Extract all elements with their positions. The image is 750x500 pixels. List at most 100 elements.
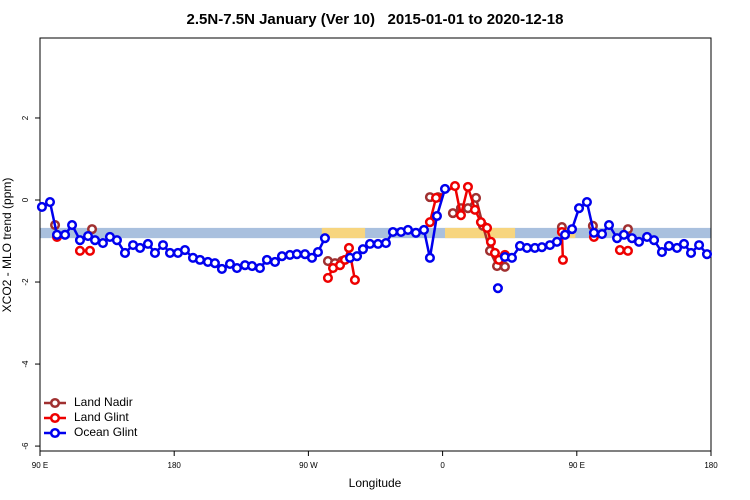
data-point xyxy=(603,219,615,231)
data-point xyxy=(481,222,493,233)
data-point xyxy=(357,244,369,255)
data-point xyxy=(521,242,533,254)
data-point xyxy=(581,197,592,208)
data-point xyxy=(276,251,288,262)
data-point xyxy=(469,204,481,215)
data-point xyxy=(559,229,571,240)
data-point xyxy=(685,247,697,258)
chart-title: 2.5N-7.5N January (Ver 10) 2015-01-01 to… xyxy=(187,11,564,28)
data-point xyxy=(656,247,667,258)
x-axis-label: Longitude xyxy=(349,476,402,490)
y-tick-label: -2 xyxy=(21,278,30,286)
x-tick-label: 90 E xyxy=(569,461,585,470)
data-point xyxy=(306,252,318,263)
data-point xyxy=(343,242,355,254)
data-point xyxy=(455,210,466,221)
data-point xyxy=(622,245,633,256)
data-point xyxy=(135,242,146,254)
data-point xyxy=(447,208,458,219)
data-point xyxy=(618,229,629,240)
data-point xyxy=(164,247,176,258)
legend-label: Land Nadir xyxy=(74,395,133,409)
y-tick-label: 0 xyxy=(21,197,30,202)
data-point xyxy=(372,238,384,249)
y-tick-label: -4 xyxy=(21,360,30,368)
data-point xyxy=(431,210,442,222)
data-point xyxy=(224,258,236,270)
data-point xyxy=(84,245,96,256)
data-point xyxy=(74,245,86,256)
data-point xyxy=(67,219,78,231)
data-point xyxy=(671,242,683,254)
data-point xyxy=(424,217,435,228)
data-point xyxy=(261,254,272,265)
data-point xyxy=(82,231,94,242)
data-point xyxy=(402,224,414,235)
data-point xyxy=(499,261,510,272)
data-point xyxy=(694,240,705,251)
data-point xyxy=(51,229,63,240)
data-point xyxy=(254,263,265,274)
data-point xyxy=(60,229,71,240)
x-tick-label: 90 W xyxy=(299,461,318,470)
data-point xyxy=(246,260,258,272)
data-point xyxy=(364,238,376,249)
data-point xyxy=(475,217,486,228)
data-point xyxy=(74,235,86,246)
data-point xyxy=(485,236,496,247)
data-point xyxy=(149,247,161,258)
data-point xyxy=(231,263,243,274)
data-point xyxy=(701,249,713,260)
data-point xyxy=(648,235,660,246)
data-point xyxy=(322,272,333,283)
x-tick-label: 0 xyxy=(440,461,445,470)
data-point xyxy=(142,238,154,249)
data-point xyxy=(291,249,302,260)
data-point xyxy=(596,228,608,240)
data-point xyxy=(312,247,323,258)
data-point xyxy=(663,240,675,251)
x-tick-label: 180 xyxy=(168,461,182,470)
data-point xyxy=(536,242,547,253)
data-point xyxy=(506,252,517,263)
data-point xyxy=(410,227,421,238)
legend-label: Land Glint xyxy=(74,410,129,424)
data-point xyxy=(492,283,503,294)
data-point xyxy=(119,247,131,258)
data-point xyxy=(588,227,599,238)
data-point xyxy=(462,181,473,192)
data-point xyxy=(44,197,56,208)
legend-marker xyxy=(49,397,61,409)
data-point xyxy=(449,181,461,192)
data-point xyxy=(566,224,578,235)
data-point xyxy=(424,252,435,263)
data-point xyxy=(216,263,227,274)
data-point xyxy=(209,258,220,269)
data-point xyxy=(36,201,47,213)
data-point xyxy=(349,274,360,286)
data-point xyxy=(89,235,101,246)
data-point xyxy=(551,236,563,247)
data-point xyxy=(351,251,363,262)
data-point xyxy=(633,236,645,247)
x-tick-label: 90 E xyxy=(32,461,48,470)
y-axis-label: XCO2 - MLO trend (ppm) xyxy=(0,178,14,313)
legend-label: Ocean Glint xyxy=(74,425,138,439)
data-point xyxy=(489,247,500,258)
legend-marker xyxy=(49,412,61,424)
data-point xyxy=(111,235,122,246)
data-point xyxy=(614,244,625,256)
data-point xyxy=(439,183,451,194)
data-point xyxy=(430,192,442,204)
land-band xyxy=(444,227,516,239)
data-point xyxy=(573,203,585,214)
x-tick-label: 180 xyxy=(704,461,718,470)
land-band xyxy=(321,227,366,239)
data-point xyxy=(418,224,430,235)
data-point xyxy=(157,240,169,251)
data-point xyxy=(179,244,190,256)
data-point xyxy=(97,238,108,249)
y-tick-label: 2 xyxy=(21,115,30,120)
